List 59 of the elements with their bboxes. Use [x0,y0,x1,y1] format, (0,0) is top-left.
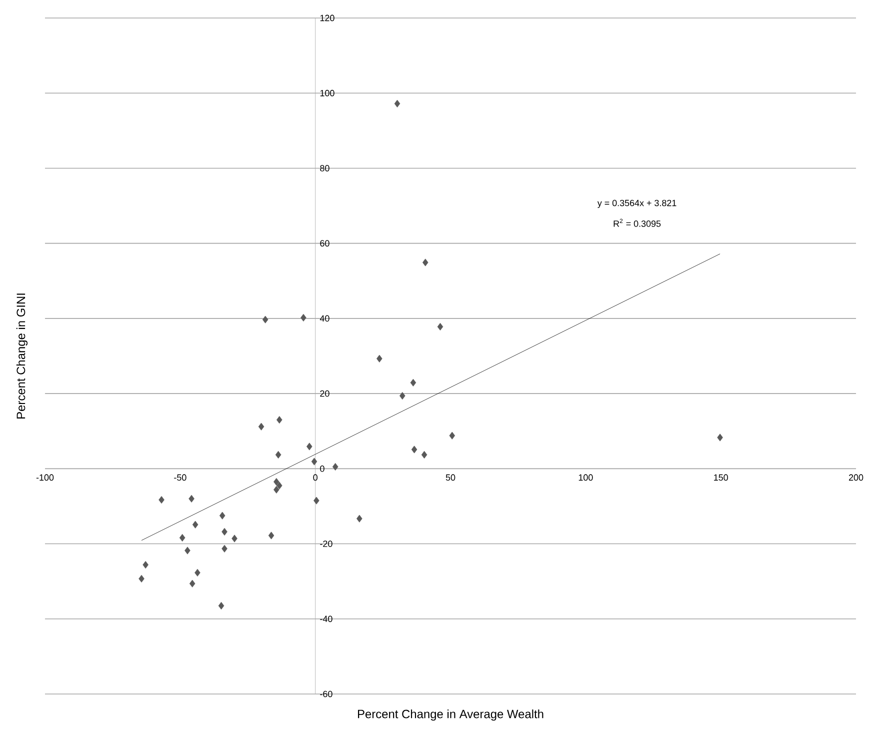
y-tick-label: 60 [320,240,330,247]
point [437,322,444,330]
annotation: R$^{2}$ = 0.3095 [614,218,661,227]
x-tick-label: -100 [36,474,54,481]
point [189,580,196,588]
point [232,534,238,542]
y-tick-label: -20 [320,540,332,547]
x-tick-label: 200 [848,474,864,481]
point [274,478,280,486]
y-tick-label: -40 [320,616,332,622]
point [332,463,338,471]
x-tick-label: 0 [313,474,318,481]
point [306,442,312,450]
point [258,422,264,430]
point [399,392,406,400]
x-tick-label: -50 [174,474,186,481]
point [262,316,268,324]
point [449,432,456,440]
point [275,450,282,459]
y-tick-label: 80 [320,165,330,172]
point [179,534,186,542]
point [158,496,164,504]
x-tick-label: 50 [446,474,456,481]
point [188,494,194,502]
point [218,602,224,610]
y-tick-label: 40 [320,315,330,322]
annotation: y = 0.3564x + 3.821 [597,200,676,208]
point [192,520,198,528]
point [421,450,428,459]
x-tick-label: 150 [714,474,728,481]
point [314,496,320,504]
point [274,486,280,494]
point [394,100,400,108]
point [222,544,228,552]
point [410,378,416,386]
point [422,258,428,266]
y-tick-label: -60 [320,690,332,698]
point [276,482,282,490]
point [300,314,306,322]
x-tick-label: 100 [578,474,593,481]
point [184,546,190,554]
x-axis-title: Percent Change in Average Wealth [358,709,544,721]
point [219,512,226,520]
y-tick-label: 120 [320,14,334,22]
y-tick-label: 100 [320,90,334,96]
y-tick-label: 0 [320,465,324,472]
point [194,568,200,576]
point [311,458,318,466]
point [276,416,282,424]
point [411,446,418,454]
point [222,528,228,536]
point [268,532,274,540]
point [356,514,362,522]
point [138,574,144,582]
y-tick-label: 20 [320,390,330,397]
point [376,354,382,362]
point [717,434,723,442]
point [142,561,148,569]
y-axis-title: Percent Change in GINI [16,294,28,418]
